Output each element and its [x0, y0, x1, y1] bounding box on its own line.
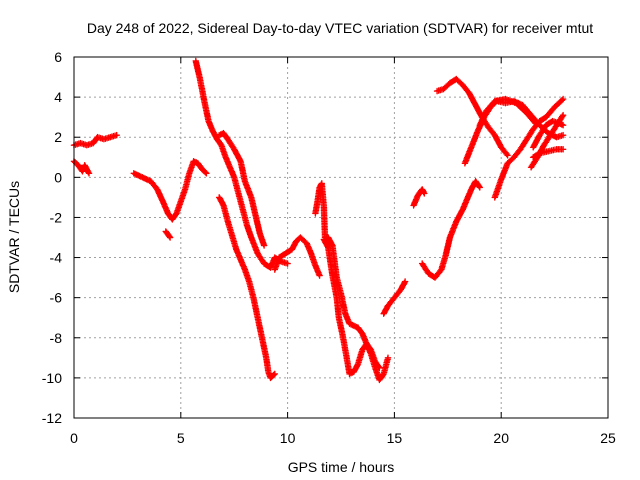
y-tick-label: -12 [42, 410, 62, 426]
y-tick-label: -10 [42, 370, 62, 386]
series-arc-12 [410, 186, 428, 209]
series-arc-7 [215, 194, 279, 382]
x-tick-label: 0 [70, 430, 78, 446]
y-tick-label: 6 [54, 49, 62, 65]
y-tick-label: -4 [50, 250, 63, 266]
x-tick-label: 20 [493, 430, 509, 446]
x-tick-label: 5 [177, 430, 185, 446]
series-arc-13 [418, 178, 484, 281]
series-arc-11 [380, 278, 409, 317]
series-arc-16 [491, 95, 567, 201]
y-axis-label: SDTVAR / TECUs [6, 181, 22, 293]
series-arc-2 [70, 131, 120, 149]
tick-layer: 0 5 10 15 20 25 -12 -10 -8 -6 -4 -2 0 2 4 6 [42, 49, 616, 446]
chart-title: Day 248 of 2022, Sidereal Day-to-day VTE… [87, 20, 593, 36]
x-tick-label: 10 [280, 430, 296, 446]
x-tick-label: 15 [387, 430, 403, 446]
series-arc-20 [476, 95, 539, 129]
plot-frame [73, 56, 609, 419]
series-arc-18 [529, 117, 567, 151]
series-arc-10 [320, 236, 392, 384]
y-tick-label: 0 [54, 169, 62, 185]
series-arc-3 [130, 158, 210, 223]
y-tick-label: 2 [54, 129, 62, 145]
y-tick-label: -2 [50, 209, 63, 225]
series-arc-9 [312, 180, 383, 372]
series-arc-4 [162, 228, 174, 241]
y-tick-label: -8 [50, 330, 63, 346]
y-tick-label: -6 [50, 290, 63, 306]
y-tick-label: 4 [54, 89, 62, 105]
x-tick-label: 25 [600, 430, 616, 446]
x-axis-label: GPS time / hours [288, 459, 395, 475]
series-layer [70, 57, 567, 384]
series-arc-5 [192, 57, 291, 271]
series-arc-8 [271, 234, 323, 279]
series-arc-14 [433, 75, 511, 159]
series-arc-19 [529, 146, 567, 161]
series-arc-6 [215, 129, 268, 249]
